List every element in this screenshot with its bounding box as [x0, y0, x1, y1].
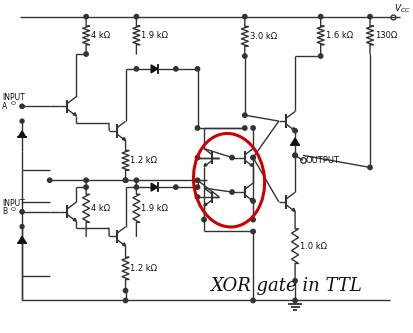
Circle shape [20, 104, 24, 108]
Polygon shape [250, 164, 253, 166]
Polygon shape [292, 208, 295, 211]
Circle shape [134, 178, 139, 182]
Circle shape [243, 14, 247, 19]
Circle shape [243, 113, 247, 117]
Circle shape [368, 14, 372, 19]
Text: 4 kΩ: 4 kΩ [91, 204, 110, 213]
Text: XOR gate in TTL: XOR gate in TTL [210, 277, 362, 295]
Polygon shape [151, 65, 158, 73]
Circle shape [20, 224, 24, 228]
Circle shape [318, 54, 323, 58]
Text: OUTPUT: OUTPUT [306, 156, 340, 165]
Circle shape [20, 210, 24, 214]
Text: 130Ω: 130Ω [375, 31, 397, 40]
Circle shape [251, 298, 255, 303]
Circle shape [230, 156, 234, 160]
Polygon shape [292, 128, 295, 131]
Circle shape [230, 190, 234, 194]
Polygon shape [18, 236, 26, 243]
Circle shape [84, 185, 88, 189]
Polygon shape [18, 131, 26, 137]
Circle shape [195, 185, 199, 189]
Circle shape [251, 126, 255, 130]
Circle shape [251, 217, 255, 222]
Circle shape [293, 279, 297, 283]
Circle shape [195, 67, 199, 71]
Polygon shape [73, 113, 76, 116]
Text: 1.2 kΩ: 1.2 kΩ [131, 156, 157, 165]
Circle shape [251, 199, 255, 203]
Circle shape [195, 178, 199, 182]
Circle shape [195, 126, 199, 130]
Circle shape [84, 14, 88, 19]
Text: A: A [2, 102, 7, 111]
Polygon shape [204, 164, 207, 166]
Text: INPUT: INPUT [2, 93, 25, 102]
Polygon shape [250, 198, 253, 201]
Text: INPUT: INPUT [2, 199, 25, 208]
Text: 1.0 kΩ: 1.0 kΩ [300, 242, 327, 251]
Text: 1.9 kΩ: 1.9 kΩ [141, 204, 169, 213]
Circle shape [243, 126, 247, 130]
Circle shape [251, 156, 255, 160]
Circle shape [134, 67, 139, 71]
Circle shape [293, 153, 297, 158]
Circle shape [173, 185, 178, 189]
Circle shape [134, 185, 139, 189]
Polygon shape [151, 183, 158, 191]
Polygon shape [122, 138, 126, 141]
Polygon shape [204, 203, 207, 206]
Circle shape [243, 54, 247, 58]
Text: 1.6 kΩ: 1.6 kΩ [325, 31, 353, 40]
Circle shape [84, 178, 88, 182]
Circle shape [293, 298, 297, 303]
Circle shape [251, 229, 255, 234]
Circle shape [368, 165, 372, 169]
Circle shape [134, 14, 139, 19]
Circle shape [293, 153, 297, 158]
Text: $V_{CC}$: $V_{CC}$ [394, 2, 411, 15]
Text: O: O [10, 101, 15, 106]
Circle shape [195, 195, 199, 199]
Polygon shape [73, 218, 76, 221]
Circle shape [123, 178, 128, 182]
Circle shape [123, 298, 128, 303]
Circle shape [202, 217, 206, 222]
Circle shape [123, 288, 128, 293]
Circle shape [251, 156, 255, 160]
Circle shape [20, 104, 24, 108]
Circle shape [318, 14, 323, 19]
Circle shape [84, 52, 88, 56]
Circle shape [173, 67, 178, 71]
Circle shape [123, 178, 128, 182]
Text: 3.0 kΩ: 3.0 kΩ [250, 32, 277, 41]
Circle shape [195, 156, 199, 160]
Circle shape [293, 129, 297, 133]
Text: 1.2 kΩ: 1.2 kΩ [131, 264, 157, 273]
Polygon shape [291, 138, 299, 145]
Text: O: O [10, 207, 15, 212]
Polygon shape [122, 243, 126, 246]
Circle shape [20, 119, 24, 123]
Circle shape [20, 210, 24, 214]
Text: 4 kΩ: 4 kΩ [91, 31, 110, 40]
Text: B: B [2, 207, 7, 216]
Circle shape [47, 178, 52, 182]
Text: 1.9 kΩ: 1.9 kΩ [141, 31, 169, 40]
